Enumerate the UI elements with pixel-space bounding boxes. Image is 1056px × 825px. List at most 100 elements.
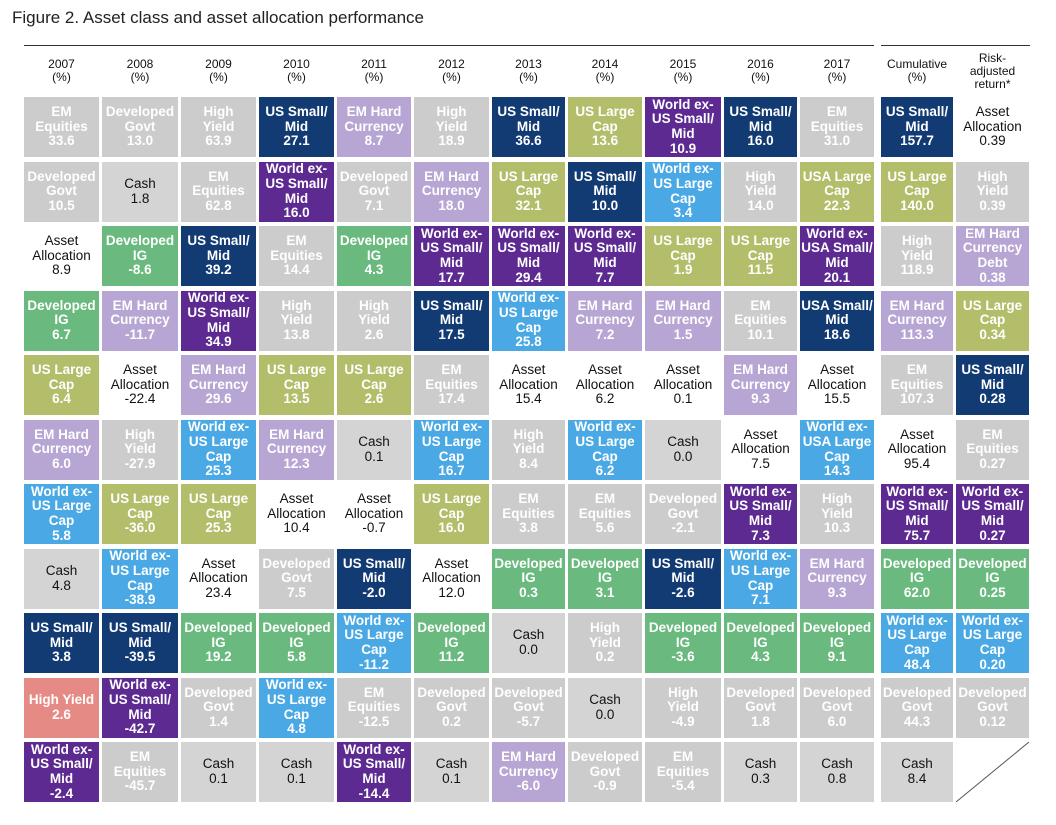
quilt-cell-0-3-name-line-0: Developed (27, 297, 96, 313)
quilt-cell-0-2-name-line-0: Asset (44, 233, 79, 249)
quilt-cell-6-4-name-line-1: Allocation (499, 376, 558, 392)
quilt-cell-1-8: US Small/Mid -39.5 (102, 613, 178, 673)
quilt-cell-3-5-name-line-1: Currency (266, 441, 327, 457)
quilt-cell-10-10: Cash 0.8 (800, 742, 874, 802)
quilt-cell-6-3-value: 25.8 (515, 334, 542, 350)
quilt-cell-11-1-name-line-1: Cap (904, 183, 930, 199)
quilt-cell-3-10: Cash 0.1 (259, 742, 334, 802)
quilt-cell-12-8-name-line-0: World ex- (961, 613, 1024, 628)
quilt-cell-7-10-value: -0.9 (593, 778, 617, 794)
column-header-2-line-1: (%) (209, 70, 228, 84)
quilt-cell-12-4-name-line-1: Mid (980, 376, 1005, 392)
quilt-cell-12-8-value: 0.20 (979, 656, 1006, 672)
quilt-cell-11-2-name-line-1: Yield (901, 247, 933, 263)
quilt-cell-4-1-name-line-1: Govt (358, 183, 390, 199)
quilt-cell-4-3: High Yield 2.6 (337, 290, 411, 351)
quilt-cell-5-7-value: 12.0 (438, 584, 465, 600)
quilt-cell-4-8: World ex- US Large Cap -11.2 (337, 613, 411, 673)
quilt-cell-8-4: Asset Allocation 0.1 (645, 355, 721, 415)
quilt-cell-5-3: US Small/Mid 17.5 (414, 290, 489, 351)
quilt-cell-11-6-value: 75.7 (903, 527, 931, 543)
empty-corner-cell (956, 742, 1029, 802)
quilt-cell-12-0-value: 0.39 (979, 133, 1006, 149)
column-header-9: 2016 (%) (724, 50, 797, 92)
quilt-cell-4-2: Developed IG 4.3 (337, 226, 411, 286)
quilt-cell-12-9: Developed Govt 0.12 (956, 677, 1029, 738)
quilt-cell-11-10-value: 8.4 (907, 771, 927, 786)
quilt-cell-3-9: World ex- US Large Cap 4.8 (259, 677, 334, 738)
quilt-cell-3-6-name-line-1: Allocation (267, 505, 326, 521)
quilt-cell-10-4-name-line-0: Asset (820, 362, 854, 378)
column-header-5-line-1: (%) (442, 70, 461, 84)
quilt-cell-9-10-name-line-0: Cash (744, 756, 777, 772)
quilt-cell-2-3-name-line-2: Mid (206, 319, 231, 335)
quilt-cell-12-2-name-line-2: Debt (977, 255, 1008, 270)
quilt-cell-9-10: Cash 0.3 (724, 742, 797, 802)
quilt-cell-3-6-value: 10.4 (283, 520, 310, 536)
quilt-cell-7-10-name-line-0: Developed (570, 749, 640, 765)
quilt-cell-12-3: US Large Cap 0.34 (956, 290, 1029, 351)
quilt-cell-3-7: Developed Govt 7.5 (259, 548, 334, 609)
quilt-cell-11-0: US Small/Mid 157.7 (881, 97, 953, 157)
quilt-cell-2-0-value: 63.9 (205, 133, 232, 149)
quilt-cell-9-2-name-line-1: Cap (747, 247, 774, 263)
quilt-cell-9-6-name-line-0: World ex- (729, 484, 792, 499)
quilt-cell-9-7-name-line-1: US Large (730, 562, 791, 578)
quilt-cell-11-8-name-line-0: World ex- (886, 613, 948, 628)
column-header-9-line-1: (%) (751, 70, 770, 84)
quilt-cell-12-7-value: 0.25 (979, 584, 1006, 600)
quilt-cell-8-8: Developed IG -3.6 (645, 613, 721, 673)
quilt-cell-11-7-name-line-1: IG (909, 570, 925, 586)
quilt-cell-11-10-name-line-0: Cash (901, 756, 933, 772)
quilt-cell-5-0: High Yield 18.9 (414, 97, 489, 157)
quilt-cell-2-3: World ex- US Small/Mid 34.9 (181, 290, 256, 351)
quilt-cell-3-1-name-line-2: Mid (284, 190, 309, 206)
quilt-cell-5-8-name-line-1: IG (444, 634, 459, 650)
quilt-cell-4-7-name-line-0: US Small/ (342, 555, 406, 571)
quilt-cell-1-9-name-line-2: Mid (128, 706, 152, 722)
quilt-cell-0-6-value: 5.8 (52, 527, 71, 543)
quilt-cell-1-7-name-line-0: World ex- (109, 548, 171, 564)
quilt-cell-11-1-name-line-0: US Large (887, 168, 947, 184)
quilt-cell-9-7: World ex- US Large Cap 7.1 (724, 548, 797, 609)
quilt-cell-5-5: World ex- US Large Cap 16.7 (414, 419, 489, 480)
quilt-cell-4-0-name-line-0: EM Hard (346, 104, 402, 120)
quilt-cell-6-9: Developed Govt -5.7 (492, 677, 565, 738)
quilt-cell-10-9-name-line-0: Developed (802, 684, 872, 700)
quilt-cell-6-2-name-line-0: World ex- (497, 226, 560, 241)
quilt-cell-12-6-value: 0.27 (979, 527, 1006, 543)
quilt-cell-6-3-name-line-1: US Large (498, 304, 559, 320)
quilt-cell-4-9-name-line-0: EM (363, 684, 385, 700)
quilt-cell-10-1-value: 22.3 (823, 197, 851, 213)
quilt-cell-1-3-name-line-0: EM Hard (112, 297, 168, 313)
quilt-cell-10-1: USA Large Cap 22.3 (800, 161, 874, 222)
quilt-cell-9-3-name-line-1: Equities (734, 312, 787, 328)
quilt-cell-0-5: EM Hard Currency 6.0 (24, 419, 99, 480)
quilt-cell-7-5-name-line-2: Cap (592, 448, 618, 464)
quilt-cell-7-3-name-line-1: Currency (575, 312, 635, 328)
quilt-cell-4-9-name-line-1: Equities (347, 699, 401, 715)
quilt-cell-12-6-name-line-0: World ex- (961, 484, 1024, 499)
quilt-cell-0-10-name-line-0: World ex- (30, 742, 93, 757)
column-header-6-line-1: (%) (519, 70, 538, 84)
quilt-cell-8-3-name-line-0: EM Hard (655, 297, 711, 313)
quilt-cell-10-9: Developed Govt 6.0 (800, 677, 874, 738)
quilt-cell-4-4-name-line-1: Cap (361, 376, 387, 392)
quilt-cell-5-9: Developed Govt 0.2 (414, 677, 489, 738)
quilt-cell-6-6-name-line-0: EM (518, 491, 539, 507)
quilt-cell-11-2-name-line-0: High (902, 233, 932, 249)
quilt-cell-11-5-name-line-0: Asset (900, 426, 934, 442)
quilt-cell-0-3-name-line-1: IG (54, 312, 69, 328)
quilt-cell-12-9-name-line-1: Govt (977, 699, 1008, 715)
quilt-cell-10-7-value: 9.3 (827, 584, 847, 600)
quilt-cell-6-1: US Large Cap 32.1 (492, 161, 565, 222)
quilt-cell-5-4-value: 17.4 (438, 391, 465, 407)
quilt-cell-10-3-value: 18.6 (823, 326, 851, 342)
quilt-cell-6-5: High Yield 8.4 (492, 419, 565, 480)
quilt-cell-1-5-value: -27.9 (124, 455, 156, 471)
quilt-cell-9-7-name-line-2: Cap (747, 577, 774, 593)
column-header-10-line-1: (%) (827, 70, 847, 84)
column-header-11-line-1: (%) (907, 70, 927, 84)
quilt-cell-1-5-name-line-1: Yield (124, 441, 156, 457)
quilt-cell-0-5-name-line-1: Currency (31, 441, 92, 457)
